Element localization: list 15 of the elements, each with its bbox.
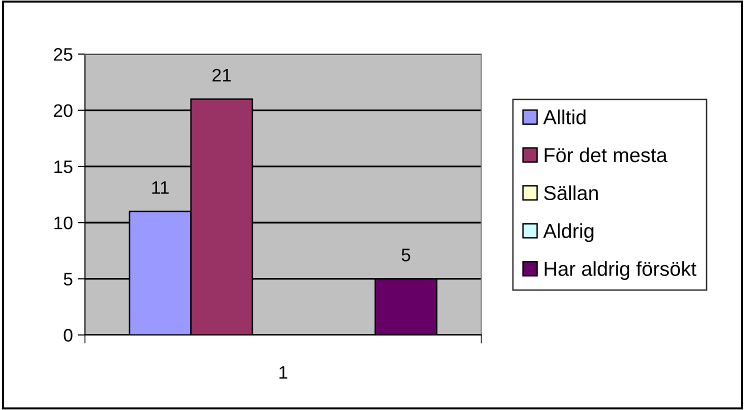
y-tick-label: 0 <box>64 328 72 342</box>
data-label: 5 <box>402 248 410 262</box>
y-tick-label: 5 <box>64 272 72 286</box>
legend-label: Sällan <box>544 185 598 200</box>
x-tick-label: 1 <box>279 366 288 379</box>
legend-label: Alltid <box>543 110 586 124</box>
data-label: 21 <box>212 68 231 82</box>
legend-label: Aldrig <box>543 223 594 242</box>
legend-label: Har aldrig försökt <box>544 261 696 280</box>
data-label: 11 <box>152 181 169 194</box>
y-tick-label: 25 <box>54 48 72 61</box>
y-tick-label: 15 <box>54 160 72 174</box>
y-tick-label: 20 <box>54 104 72 118</box>
y-tick-label: 10 <box>54 216 72 230</box>
legend-label: För det mesta <box>544 147 668 162</box>
